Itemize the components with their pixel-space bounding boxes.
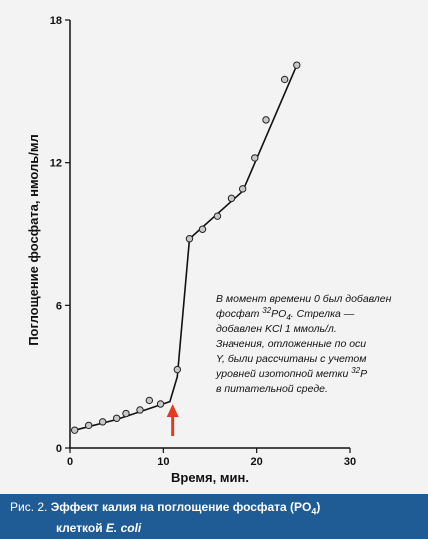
annotation-line-2-post: . Стрелка —	[291, 308, 355, 320]
annotation-line-6-pre: уровней изотопной метки	[215, 368, 351, 380]
data-point	[156, 400, 165, 408]
annotation-line-6-post: P	[360, 368, 367, 380]
caption-label: Рис. 2.	[10, 500, 48, 514]
annotation: В момент времени 0 был добавлен фосфат 3…	[215, 293, 392, 395]
kcl-arrow	[166, 404, 179, 436]
annotation-line-4: Значения, отложенные по оси	[216, 338, 366, 350]
annotation-line-1: В момент времени 0 был добавлен	[216, 293, 392, 305]
annotation-line-3: добавлен KCl 1 ммоль/л.	[216, 323, 337, 335]
y-axis-title: Поглощение фосфата, нмоль/мл	[26, 134, 41, 346]
data-point	[136, 406, 144, 414]
annotation-line-7: в питательной среде.	[216, 383, 328, 395]
y-tick-label: 18	[50, 15, 62, 27]
y-tick-label: 0	[56, 443, 62, 455]
data-point	[213, 212, 222, 220]
annotation-line-2: фосфат 32PO4. Стрелка —	[216, 306, 355, 322]
annotation-line-5: Y, были рассчитаны с учетом	[216, 353, 366, 365]
x-tick-label: 30	[344, 456, 356, 468]
data-point	[145, 396, 154, 405]
annotation-line-6-sup: 32	[351, 366, 360, 375]
data-point	[173, 365, 182, 374]
annotation-line-2-pre: фосфат	[216, 308, 262, 320]
y-tick-label: 6	[56, 300, 62, 312]
caption-organism: E. coli	[105, 521, 142, 536]
data-point	[84, 421, 93, 430]
annotation-line-2-sup: 32	[262, 306, 271, 315]
data-point	[98, 418, 107, 426]
data-point	[262, 116, 270, 124]
caption-line-2-pre: клеткой	[56, 521, 106, 536]
data-point	[198, 225, 207, 233]
annotation-line-2-mid: PO	[271, 308, 286, 320]
caption-title-pre: Эффект калия на поглощение фосфата (PO	[50, 500, 312, 514]
chart: 0 10 20 30 0 6 12 18 Время, мин. Поглощение фос…	[26, 15, 392, 485]
figure-caption: Рис. 2. Эффект калия на поглощение фосфа…	[0, 494, 428, 539]
ticks: 0 10 20 30 0 6 12 18	[50, 15, 356, 468]
x-axis-title: Время, мин.	[171, 470, 249, 485]
y-tick-label: 12	[50, 158, 62, 170]
data-point	[227, 194, 236, 203]
data-point	[122, 409, 130, 418]
data-point	[70, 426, 79, 434]
data-point	[185, 235, 194, 243]
axes	[69, 20, 350, 449]
x-tick-label: 0	[67, 456, 73, 468]
data-point	[251, 154, 259, 162]
data-point	[112, 414, 121, 422]
annotation-line-6: уровней изотопной метки 32P	[215, 366, 367, 380]
data-point	[280, 75, 289, 84]
annotation-line-2-sub: 4	[286, 313, 291, 322]
x-tick-label: 20	[251, 456, 263, 468]
data-points	[70, 61, 301, 434]
figure: 0 10 20 30 0 6 12 18 Время, мин. Поглощение фос…	[26, 15, 392, 485]
x-tick-label: 10	[157, 456, 169, 468]
caption-line-2: клеткой E. coli	[10, 520, 418, 537]
data-point	[238, 185, 247, 193]
caption-line-1: Рис. 2. Эффект калия на поглощение фосфа…	[10, 499, 418, 520]
caption-title-sub: 4	[311, 506, 317, 517]
caption-title-post: )	[316, 500, 321, 514]
data-point	[293, 61, 301, 69]
arrow-head	[166, 404, 179, 417]
